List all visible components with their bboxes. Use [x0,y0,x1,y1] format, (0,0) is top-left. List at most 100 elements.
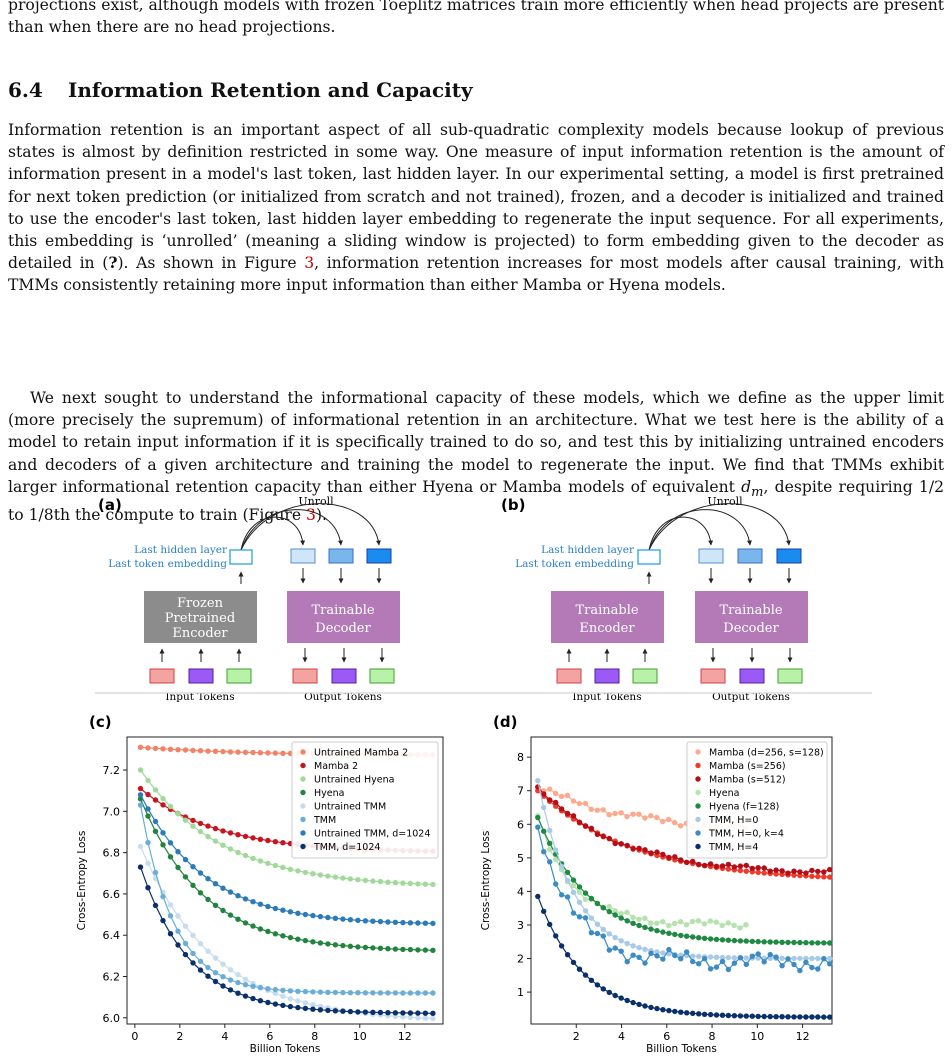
data-point [743,955,749,961]
data-point [785,870,791,876]
data-point [678,932,684,939]
data-point [175,928,181,934]
data-point [137,843,144,850]
figure-reference[interactable]: 3 [304,254,315,273]
y-axis-label: Cross-Entropy Loss [76,831,88,931]
data-point [145,806,151,812]
data-point [624,997,630,1004]
data-point [272,905,279,912]
data-point [803,940,809,946]
data-point [227,889,234,895]
x-tick-label: 8 [709,1030,716,1043]
data-point [576,884,583,890]
data-point [235,972,241,978]
series-line [139,794,433,924]
data-point [145,839,151,846]
data-point [160,893,166,900]
data-point [809,1014,815,1020]
data-point [220,828,226,834]
data-point [362,1009,369,1015]
data-point [190,823,196,829]
data-point [630,914,636,921]
data-point [666,816,672,823]
data-point [582,823,589,829]
legend-marker [300,749,306,755]
data-point [317,872,324,878]
citation-marker[interactable]: ? [108,253,118,273]
data-point [227,977,234,983]
data-point [755,938,761,945]
data-point [280,1002,286,1009]
data-point [280,864,286,871]
legend-entry: TMM, H=4 [708,842,758,853]
data-point [564,792,571,799]
y-tick-label: 7.0 [103,805,121,818]
data-point [713,1012,720,1018]
data-point [677,823,684,829]
legend-entry: TMM, d=1024 [313,842,380,853]
data-point [302,911,309,918]
data-point [175,747,181,753]
data-point [257,985,264,991]
data-point [152,869,159,876]
data-point [235,832,241,838]
data-point [272,862,279,869]
data-point [167,913,174,919]
data-point [785,939,791,946]
data-point [719,863,726,869]
data-point [677,919,684,925]
data-point [612,810,618,817]
data-point [295,868,301,874]
data-point [280,993,286,999]
data-point [791,872,797,878]
data-point [197,870,204,876]
data-point [725,866,732,872]
data-point [725,937,732,943]
series-line [139,846,433,1020]
y-tick-label: 6.4 [103,929,121,942]
data-point [636,945,642,951]
data-point [547,827,553,834]
data-point [809,955,815,962]
data-point [295,910,301,916]
data-point [422,881,429,887]
y-tick-label: 4 [517,885,524,898]
data-point [725,954,732,961]
data-point [295,936,301,942]
data-point [594,921,601,927]
diagram-a: (a) Unroll Last hidden layer Last token … [98,495,400,703]
data-point [803,955,809,962]
data-point [145,777,151,784]
data-point [785,1014,791,1020]
data-point [779,1014,785,1020]
data-point [332,915,339,921]
decoder-line2-b: Decoder [723,621,779,636]
data-point [695,918,702,924]
data-point [600,833,606,840]
data-point [564,894,571,900]
legend: Mamba (d=256, s=128) Mamba (s=256) Mamba (… [686,741,828,859]
x-axis-label: Billion Tokens [250,1043,321,1055]
data-point [743,868,749,874]
data-point [430,990,436,996]
data-point [576,914,583,920]
data-point [612,908,618,914]
embedding-dark-a [366,548,392,564]
data-point [749,938,755,945]
data-point [197,967,204,973]
data-point [630,999,636,1006]
data-point [547,859,553,865]
data-point [630,811,636,817]
data-point [400,880,406,886]
data-point [227,846,234,852]
data-point [340,875,346,881]
data-point [809,964,815,971]
panel-label-b: (b) [501,496,525,514]
data-point [547,840,553,846]
data-point [827,866,833,873]
data-point [553,803,559,809]
data-point [624,813,630,820]
figure-reference-2[interactable]: 3 [306,506,316,525]
data-point [392,919,399,925]
data-point [541,804,547,811]
